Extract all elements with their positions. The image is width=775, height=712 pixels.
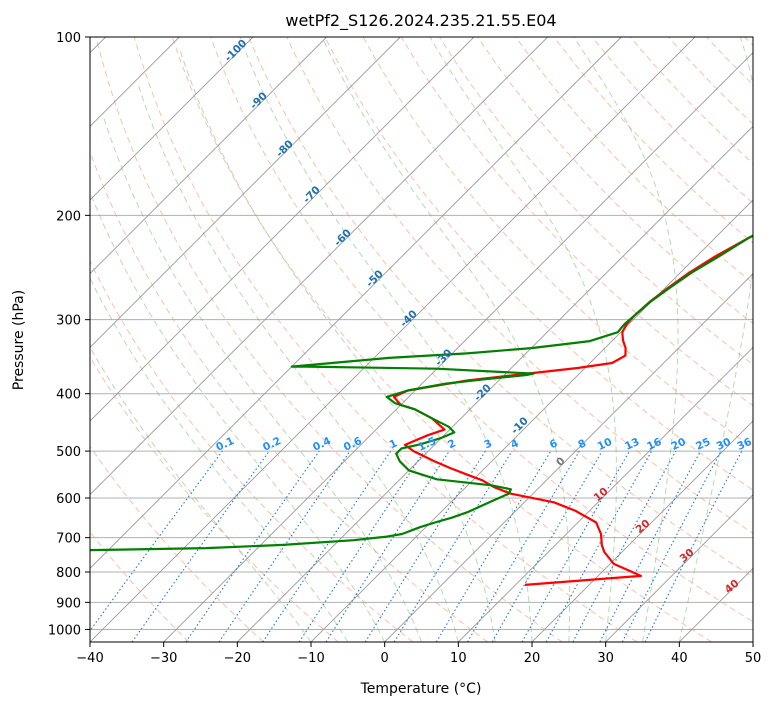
- moist-adiabat: [75, 150, 385, 642]
- isotherm-label: -100: [222, 37, 249, 64]
- mixing-ratio-line: [263, 451, 391, 642]
- moist-adiabat: [322, 37, 570, 642]
- dewpoint-profile: [86, 37, 775, 550]
- mixing-ratio-line: [299, 451, 424, 642]
- dry-adiabat: [20, 37, 413, 642]
- isotherm-line: [0, 37, 474, 642]
- mixing-ratio-line: [436, 451, 551, 642]
- isotherm-label: -20: [472, 382, 494, 404]
- isotherm-label: -50: [364, 268, 386, 290]
- dry-adiabat: [554, 37, 775, 642]
- mixing-ratio-line: [82, 451, 223, 642]
- isotherm-line: [753, 37, 775, 642]
- isotherm-line: [311, 37, 775, 642]
- mixing-ratio-label: 1: [388, 437, 400, 451]
- x-tick-label: −10: [297, 651, 324, 666]
- mixing-ratio-label: 4: [509, 437, 521, 451]
- isotherm-label: -40: [398, 308, 420, 330]
- dry-adiabat: [0, 37, 189, 642]
- x-tick-label: 50: [745, 651, 762, 666]
- mixing-ratio-label: 36: [735, 436, 753, 453]
- moist-adiabat: [103, 114, 422, 642]
- y-tick-label: 1000: [48, 623, 81, 638]
- mixing-ratio-line: [326, 451, 449, 642]
- y-axis-label: Pressure (hPa): [11, 290, 27, 390]
- dry-adiabat: [516, 37, 775, 642]
- isotherm-label: -10: [509, 415, 531, 437]
- mixing-ratio-label: 25: [694, 436, 712, 453]
- mixing-ratio-label: 30: [715, 436, 733, 453]
- mixing-ratio-label: 10: [596, 436, 614, 453]
- y-tick-label: 900: [56, 596, 81, 611]
- isotherm-line: [0, 37, 327, 642]
- isotherm-line: [0, 37, 253, 642]
- dry-adiabat-label: 30: [678, 546, 697, 565]
- mixing-ratio-label: 2: [446, 437, 458, 451]
- moist-adiabat: [180, 50, 495, 642]
- isotherm-label: -30: [433, 347, 455, 369]
- isotherm-label: 0: [554, 455, 568, 469]
- dry-adiabat: [745, 37, 775, 642]
- y-tick-label: 200: [56, 209, 81, 224]
- isotherm-label: -70: [301, 184, 323, 206]
- x-axis-label: Temperature (°C): [360, 681, 482, 697]
- mixing-ratio-label: 13: [623, 436, 641, 453]
- isotherm-line: [237, 37, 775, 642]
- dry-adiabat-label: 20: [634, 517, 653, 536]
- isotherm-label: -60: [332, 227, 354, 249]
- x-tick-label: −20: [224, 651, 251, 666]
- dry-adiabat: [0, 37, 338, 642]
- isotherm-line: [0, 37, 548, 642]
- isotherm-line: [0, 37, 400, 642]
- isotherm-line: [458, 37, 775, 642]
- mixing-ratio-line: [468, 451, 580, 642]
- mixing-ratio-label: 8: [576, 437, 588, 451]
- y-tick-label: 100: [56, 31, 81, 46]
- dry-adiabat: [0, 37, 264, 642]
- dry-adiabat: [58, 37, 488, 642]
- x-tick-label: −40: [76, 651, 103, 666]
- mixing-ratio-label: 16: [645, 436, 663, 453]
- isotherm-label: -80: [274, 138, 296, 160]
- dry-adiabat-label: 40: [723, 577, 742, 596]
- background-lines: [0, 37, 775, 642]
- y-tick-label: 600: [56, 492, 81, 507]
- dry-adiabat: [707, 37, 775, 642]
- y-tick-label: 500: [56, 445, 81, 460]
- y-tick-label: 800: [56, 566, 81, 581]
- y-tick-label: 300: [56, 314, 81, 329]
- x-tick-label: 30: [597, 651, 614, 666]
- mixing-ratio-label: 6: [548, 437, 560, 451]
- isotherm-line: [16, 37, 621, 642]
- isotherm-label: -90: [248, 90, 270, 112]
- mixing-ratio-line: [522, 451, 629, 642]
- y-tick-label: 700: [56, 532, 81, 547]
- mixing-ratio-line: [573, 451, 676, 642]
- x-tick-label: 40: [671, 651, 688, 666]
- isotherm-line: [679, 37, 775, 642]
- moist-adiabat: [574, 37, 678, 642]
- chart-title: wetPf2_S126.2024.235.21.55.E04: [285, 11, 556, 31]
- moist-adiabat: [138, 84, 458, 642]
- mixing-ratio-line: [600, 451, 701, 642]
- x-tick-label: 20: [524, 651, 541, 666]
- x-tick-label: 10: [450, 651, 467, 666]
- x-tick-label: 0: [381, 651, 389, 666]
- isotherm-line: [385, 37, 775, 642]
- mixing-ratio-label: 3: [482, 437, 494, 451]
- x-tick-label: −30: [150, 651, 177, 666]
- plot-frame: [90, 37, 753, 642]
- y-tick-label: 400: [56, 388, 81, 403]
- mixing-ratio-line: [365, 451, 485, 642]
- moist-adiabat: [240, 37, 532, 642]
